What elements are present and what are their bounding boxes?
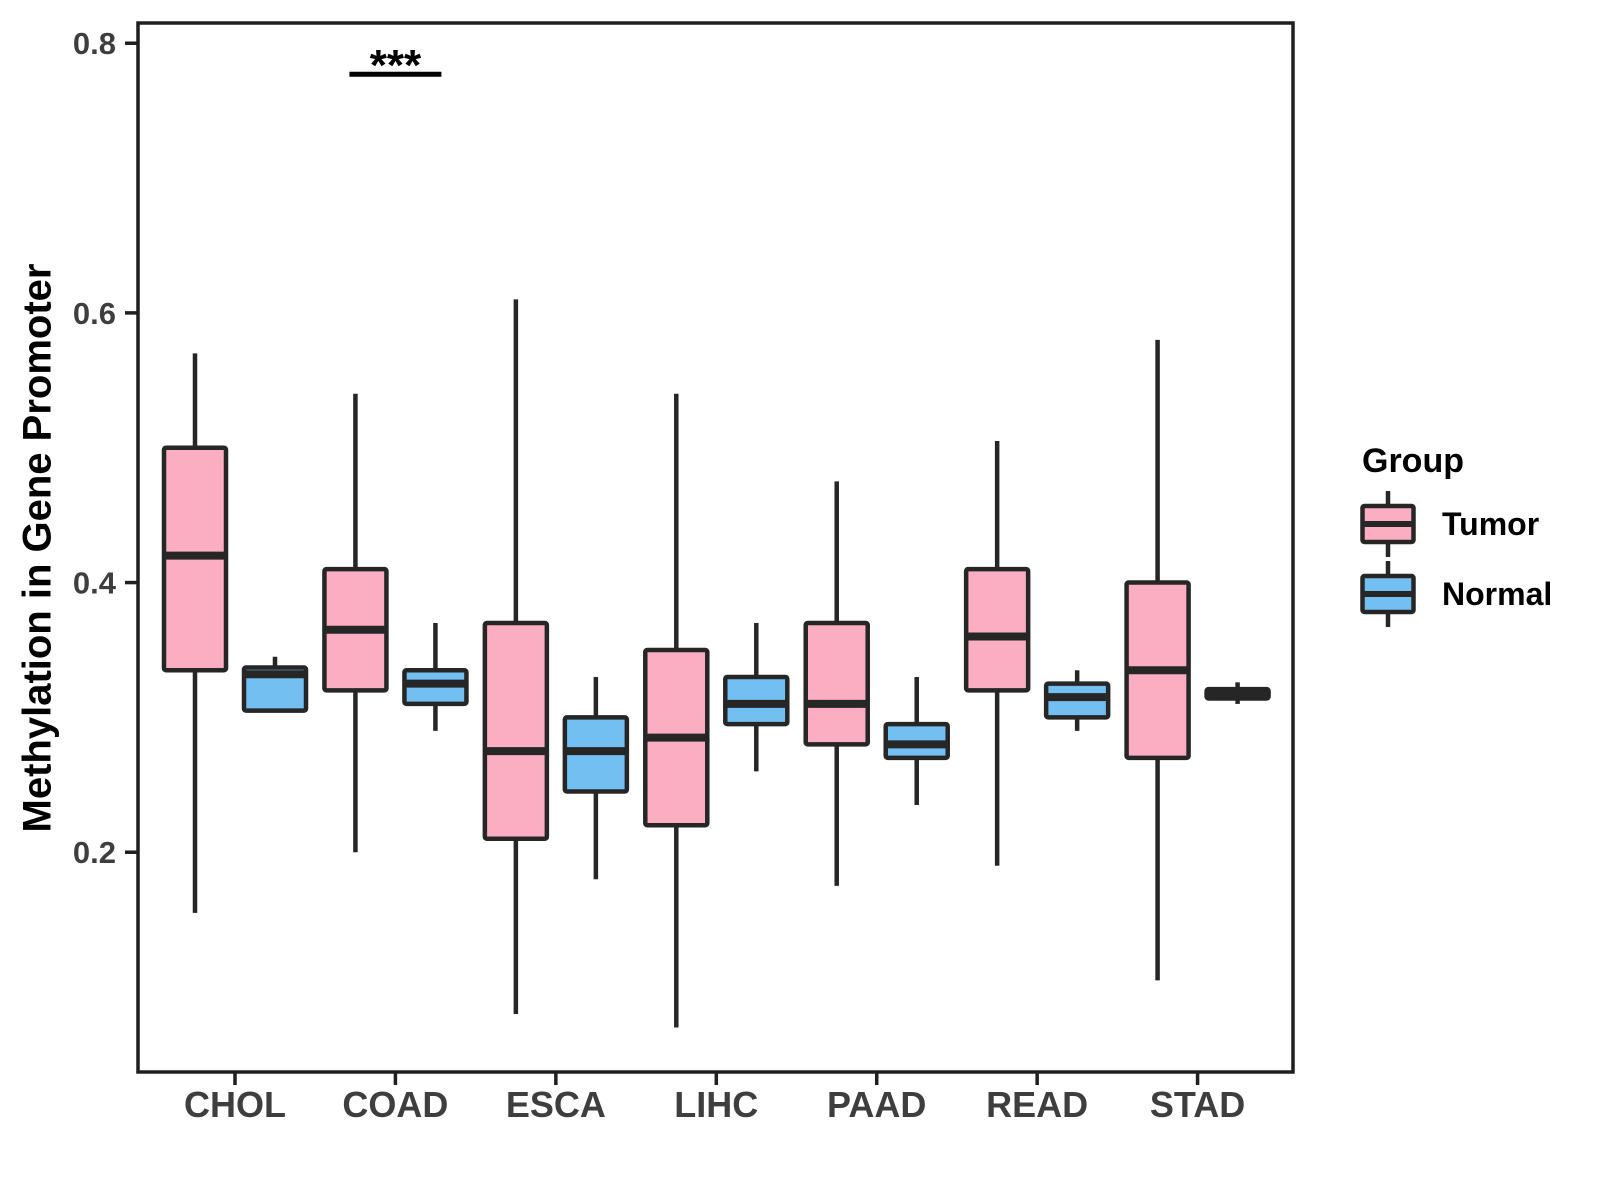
boxplot-key-normal-icon [1360,561,1416,627]
x-tick-label-lihc: LIHC [674,1084,758,1125]
x-tick-label-stad: STAD [1150,1084,1245,1125]
boxplot-esca-normal [562,676,630,880]
boxplot-coad-tumor [322,393,389,853]
x-tick-label-coad: COAD [342,1084,448,1125]
significance-label: *** [370,41,422,90]
boxplot-read-tumor [963,440,1031,866]
legend-title: Group [1362,442,1464,480]
legend-label-normal: Normal [1442,575,1553,612]
iqr-box [963,566,1031,693]
x-tick-label-chol: CHOL [184,1084,286,1125]
x-tick-label-paad: PAAD [827,1084,926,1125]
legend-item-tumor: Tumor [1358,489,1552,559]
iqr-box [482,620,550,841]
iqr-box [241,665,309,713]
legend-label-tumor: Tumor [1442,505,1540,542]
iqr-box [803,620,870,747]
legend: Group Tumor Normal [1358,442,1552,629]
x-tick-label-read: READ [986,1084,1088,1125]
boxplot-paad-tumor [803,481,870,886]
boxplot-chol-normal [241,656,309,713]
boxplot-paad-normal [883,676,950,806]
boxplot-stad-tumor [1124,339,1191,981]
boxplot-esca-tumor [482,299,550,1015]
boxplot-read-normal [1043,670,1111,731]
y-axis-title: Methylation in Gene Promoter [15,263,60,833]
y-tick-label: 0.8 [73,26,116,61]
y-tick-label: 0.6 [73,296,116,331]
boxplot-lihc-tumor [643,393,710,1028]
plot-panel-border [136,21,1295,1074]
boxplot-chol-tumor [161,353,229,913]
boxplot-lihc-normal [723,623,790,772]
boxplot-coad-normal [402,623,469,731]
y-tick-label: 0.2 [73,835,116,870]
boxplot-key-tumor-icon [1360,491,1416,557]
x-tick-label-esca: ESCA [506,1084,606,1125]
boxplot-stad-normal [1204,682,1271,704]
y-tick-label: 0.4 [73,566,117,601]
legend-item-normal: Normal [1358,559,1552,629]
